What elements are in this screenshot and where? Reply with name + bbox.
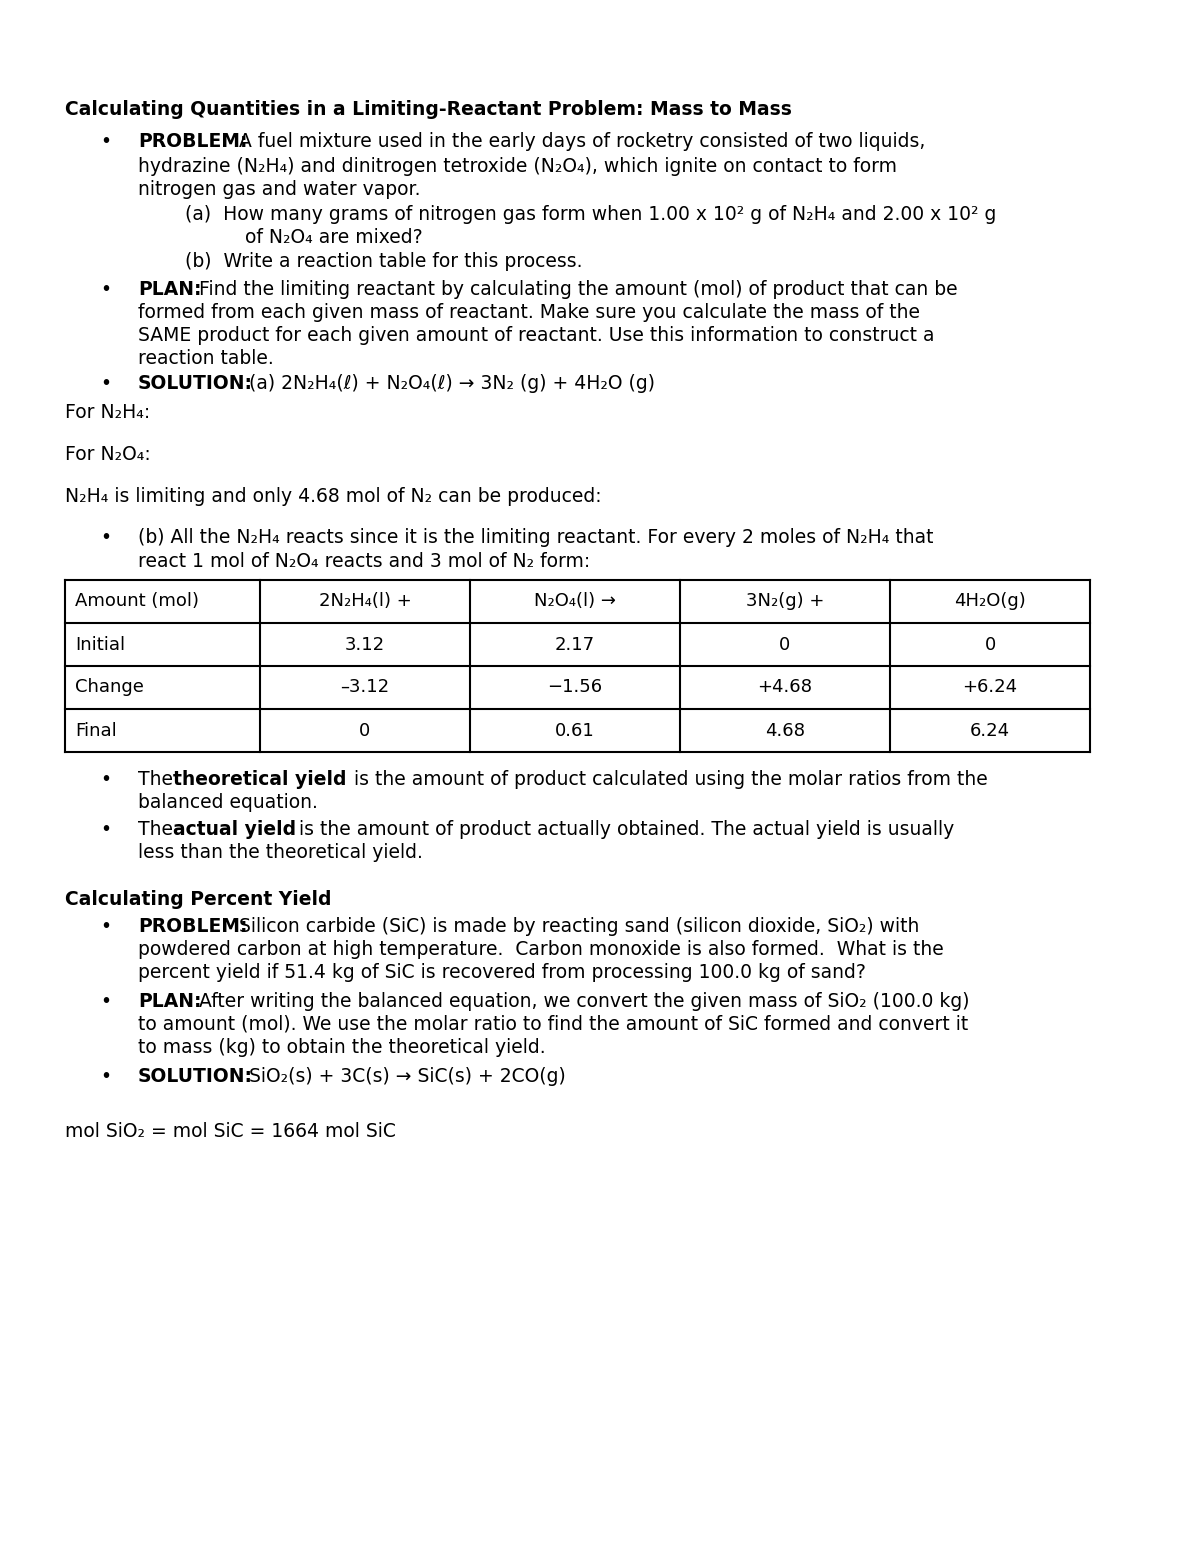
Text: nitrogen gas and water vapor.: nitrogen gas and water vapor. — [138, 180, 420, 199]
Text: 0: 0 — [359, 722, 371, 739]
Text: •: • — [100, 820, 112, 839]
Text: Find the limiting reactant by calculating the amount (mol) of product that can b: Find the limiting reactant by calculatin… — [193, 280, 958, 300]
Text: react 1 mol of N₂O₄ reacts and 3 mol of N₂ form:: react 1 mol of N₂O₄ reacts and 3 mol of … — [138, 551, 590, 572]
Text: 2.17: 2.17 — [554, 635, 595, 654]
Text: actual yield: actual yield — [173, 820, 296, 839]
Text: PLAN:: PLAN: — [138, 992, 202, 1011]
Text: of N₂O₄ are mixed?: of N₂O₄ are mixed? — [245, 228, 422, 247]
Text: 4H₂O(g): 4H₂O(g) — [954, 593, 1026, 610]
Text: The: The — [138, 820, 179, 839]
Text: theoretical yield: theoretical yield — [173, 770, 347, 789]
Text: formed from each given mass of reactant. Make sure you calculate the mass of the: formed from each given mass of reactant.… — [138, 303, 920, 321]
Text: 6.24: 6.24 — [970, 722, 1010, 739]
Text: mol SiO₂ = mol SiC = 1664 mol SiC: mol SiO₂ = mol SiC = 1664 mol SiC — [65, 1121, 396, 1141]
Text: SOLUTION:: SOLUTION: — [138, 1067, 253, 1086]
Text: (b)  Write a reaction table for this process.: (b) Write a reaction table for this proc… — [185, 252, 582, 272]
Text: •: • — [100, 1067, 112, 1086]
Text: 3.12: 3.12 — [344, 635, 385, 654]
Text: powdered carbon at high temperature.  Carbon monoxide is also formed.  What is t: powdered carbon at high temperature. Car… — [138, 940, 943, 960]
Text: reaction table.: reaction table. — [138, 349, 274, 368]
Text: N₂O₄(l) →: N₂O₄(l) → — [534, 593, 616, 610]
Text: 2N₂H₄(l) +: 2N₂H₄(l) + — [319, 593, 412, 610]
Text: (a) 2N₂H₄(ℓ) + N₂O₄(ℓ) → 3N₂ (g) + 4H₂O (g): (a) 2N₂H₄(ℓ) + N₂O₄(ℓ) → 3N₂ (g) + 4H₂O … — [242, 374, 655, 393]
Text: 0: 0 — [779, 635, 791, 654]
Text: percent yield if 51.4 kg of SiC is recovered from processing 100.0 kg of sand?: percent yield if 51.4 kg of SiC is recov… — [138, 963, 866, 981]
Text: Change: Change — [74, 679, 144, 696]
Text: Calculating Quantities in a Limiting-Reactant Problem: Mass to Mass: Calculating Quantities in a Limiting-Rea… — [65, 99, 792, 120]
Text: +6.24: +6.24 — [962, 679, 1018, 696]
Text: SAME product for each given amount of reactant. Use this information to construc: SAME product for each given amount of re… — [138, 326, 935, 345]
Text: •: • — [100, 374, 112, 393]
Text: hydrazine (N₂H₄) and dinitrogen tetroxide (N₂O₄), which ignite on contact to for: hydrazine (N₂H₄) and dinitrogen tetroxid… — [138, 157, 898, 175]
Text: Calculating Percent Yield: Calculating Percent Yield — [65, 890, 331, 909]
Text: For N₂O₄:: For N₂O₄: — [65, 446, 151, 464]
Text: •: • — [100, 528, 112, 547]
Text: •: • — [100, 770, 112, 789]
Text: •: • — [100, 992, 112, 1011]
Text: Final: Final — [74, 722, 116, 739]
Text: −1.56: −1.56 — [547, 679, 602, 696]
Text: A fuel mixture used in the early days of rocketry consisted of two liquids,: A fuel mixture used in the early days of… — [233, 132, 925, 151]
Text: Amount (mol): Amount (mol) — [74, 593, 199, 610]
Text: to amount (mol). We use the molar ratio to find the amount of SiC formed and con: to amount (mol). We use the molar ratio … — [138, 1016, 968, 1034]
Text: is the amount of product actually obtained. The actual yield is usually: is the amount of product actually obtain… — [293, 820, 954, 839]
Text: +4.68: +4.68 — [757, 679, 812, 696]
Text: Silicon carbide (SiC) is made by reacting sand (silicon dioxide, SiO₂) with: Silicon carbide (SiC) is made by reactin… — [233, 916, 919, 936]
Text: 0.61: 0.61 — [556, 722, 595, 739]
Text: 3N₂(g) +: 3N₂(g) + — [746, 593, 824, 610]
Text: –3.12: –3.12 — [341, 679, 390, 696]
Text: N₂H₄ is limiting and only 4.68 mol of N₂ can be produced:: N₂H₄ is limiting and only 4.68 mol of N₂… — [65, 488, 601, 506]
Text: •: • — [100, 280, 112, 300]
Text: less than the theoretical yield.: less than the theoretical yield. — [138, 843, 422, 862]
Text: PROBLEM:: PROBLEM: — [138, 132, 247, 151]
Text: •: • — [100, 916, 112, 936]
Text: (a)  How many grams of nitrogen gas form when 1.00 x 10² g of N₂H₄ and 2.00 x 10: (a) How many grams of nitrogen gas form … — [185, 205, 996, 224]
Text: For N₂H₄:: For N₂H₄: — [65, 402, 150, 422]
Text: SOLUTION:: SOLUTION: — [138, 374, 253, 393]
Text: 0: 0 — [984, 635, 996, 654]
Text: PLAN:: PLAN: — [138, 280, 202, 300]
Text: SiO₂(s) + 3C(s) → SiC(s) + 2CO(g): SiO₂(s) + 3C(s) → SiC(s) + 2CO(g) — [242, 1067, 565, 1086]
Text: balanced equation.: balanced equation. — [138, 794, 318, 812]
Text: •: • — [100, 132, 112, 151]
Text: 4.68: 4.68 — [766, 722, 805, 739]
Text: is the amount of product calculated using the molar ratios from the: is the amount of product calculated usin… — [348, 770, 988, 789]
Text: Initial: Initial — [74, 635, 125, 654]
Text: The: The — [138, 770, 179, 789]
Text: After writing the balanced equation, we convert the given mass of SiO₂ (100.0 kg: After writing the balanced equation, we … — [193, 992, 970, 1011]
Text: to mass (kg) to obtain the theoretical yield.: to mass (kg) to obtain the theoretical y… — [138, 1037, 546, 1058]
Text: PROBLEM:: PROBLEM: — [138, 916, 247, 936]
Text: (b) All the N₂H₄ reacts since it is the limiting reactant. For every 2 moles of : (b) All the N₂H₄ reacts since it is the … — [138, 528, 934, 547]
